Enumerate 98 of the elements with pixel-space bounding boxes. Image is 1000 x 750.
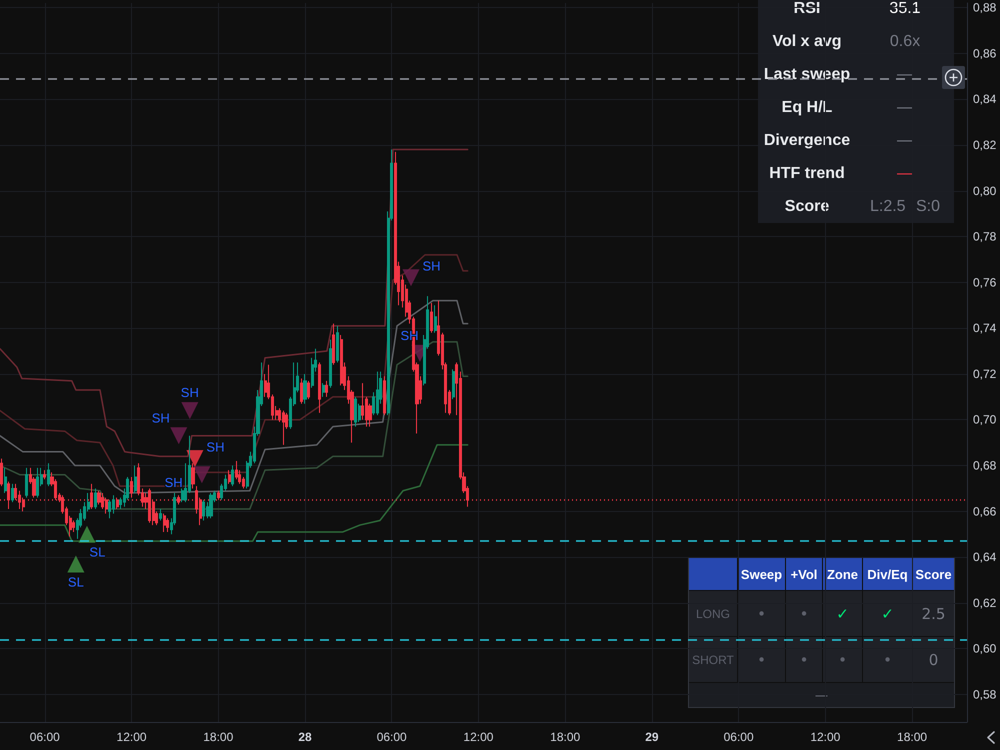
y-tick-label: 0,74 [973,321,997,336]
x-tick-label: 12:00 [116,730,147,744]
x-tick-label: 12:00 [463,730,494,744]
candlestick [11,483,14,503]
y-tick-label: 0,78 [973,230,997,244]
data-label: SH [180,385,199,400]
candlestick [322,382,325,398]
candlestick [7,481,10,510]
data-label: SH [206,439,224,454]
candlestick [235,460,238,480]
text: • [757,604,766,622]
candlestick [332,323,335,366]
text: 0 [928,650,938,668]
x-tick-label: 06:00 [724,730,754,744]
y-tick-label: 0,84 [973,92,997,106]
x-tick-label: 06:00 [376,730,408,744]
candlestick [303,373,307,404]
x-tick-label: 06:00 [30,730,60,744]
candlestick [231,465,234,487]
candlestick [383,376,386,416]
text: • [838,650,847,668]
candlestick [376,371,379,416]
candlestick [72,520,75,532]
candlestick [43,470,46,480]
candlestick [336,325,339,363]
data-label: SH [164,474,183,490]
candlestick [209,492,213,519]
candlestick [108,499,111,519]
candlestick [452,368,455,400]
candlestick [300,378,303,404]
x-tick-label: 18:00 [550,730,581,744]
y-tick-label: 0,88 [973,0,997,15]
category-label: SHORT [692,652,734,666]
x-tick-label: 18:00 [897,730,928,744]
y-tick-label: 0,64 [973,550,997,564]
candlestick [112,494,115,514]
candlestick [434,304,437,334]
candlestick [282,410,285,446]
text: • [757,650,766,668]
category-label: LONG [696,606,730,620]
category-label: Vol x avg [772,32,842,50]
category-label: Score [784,198,830,214]
y-tick-label: 0,60 [973,642,997,656]
candlestick [202,499,205,521]
text: 2.5 [922,604,946,622]
text: L:2.5 S:0 [870,198,940,214]
text: • [883,650,892,668]
candlestick [307,380,310,400]
candlestick [166,518,169,532]
candlestick [430,302,433,334]
candlestick [228,470,231,484]
category-label: Zone [826,566,858,582]
text: ✓ [836,604,849,622]
candlestick [325,380,328,398]
category-label: Sweep [740,566,782,582]
x-tick-label: 29 [645,730,659,744]
x-tick-label: 28 [298,730,312,744]
candlestick [159,508,162,521]
data-label: SL [68,574,84,590]
candlestick [47,462,50,487]
candlestick [116,497,119,510]
text: • [800,604,808,622]
candlestick [25,467,28,498]
y-tick-label: 0,68 [973,458,997,473]
y-tick-label: 0,76 [973,275,997,290]
data-label: SH [422,258,441,274]
candlestick [354,396,357,428]
candlestick [97,490,101,505]
candlestick [134,465,137,494]
candlestick [94,488,97,510]
text: ✓ [881,604,894,622]
y-tick-label: 0,70 [973,412,997,427]
candlestick [130,476,133,498]
candlestick [329,339,332,388]
candlestick [340,334,343,386]
y-tick-label: 0,62 [973,596,997,610]
y-tick-label: 0,86 [973,46,997,60]
candlestick [36,467,39,498]
y-tick-label: 0,80 [973,184,997,198]
y-tick-label: 0,72 [973,366,997,381]
x-tick-label: 12:00 [810,730,841,744]
y-tick-label: 0,82 [973,138,997,152]
data-label: SL [89,544,106,560]
text: • [800,650,808,668]
category-label: HTF trend [769,164,845,182]
candlestick [0,458,3,487]
x-tick-label: 18:00 [203,730,234,744]
text: 0.6x [890,32,920,50]
category-label: Div/Eq [867,566,908,582]
candlestick [318,362,321,414]
y-tick-label: 0,58 [973,688,997,702]
y-tick-label: 0,66 [973,504,997,518]
category-label: Divergence [764,132,850,148]
candlestick [163,513,166,532]
data-label: SH [152,410,170,426]
category-label: Score [915,566,952,582]
category-label: +Vol [790,566,818,582]
candlestick [4,467,7,494]
